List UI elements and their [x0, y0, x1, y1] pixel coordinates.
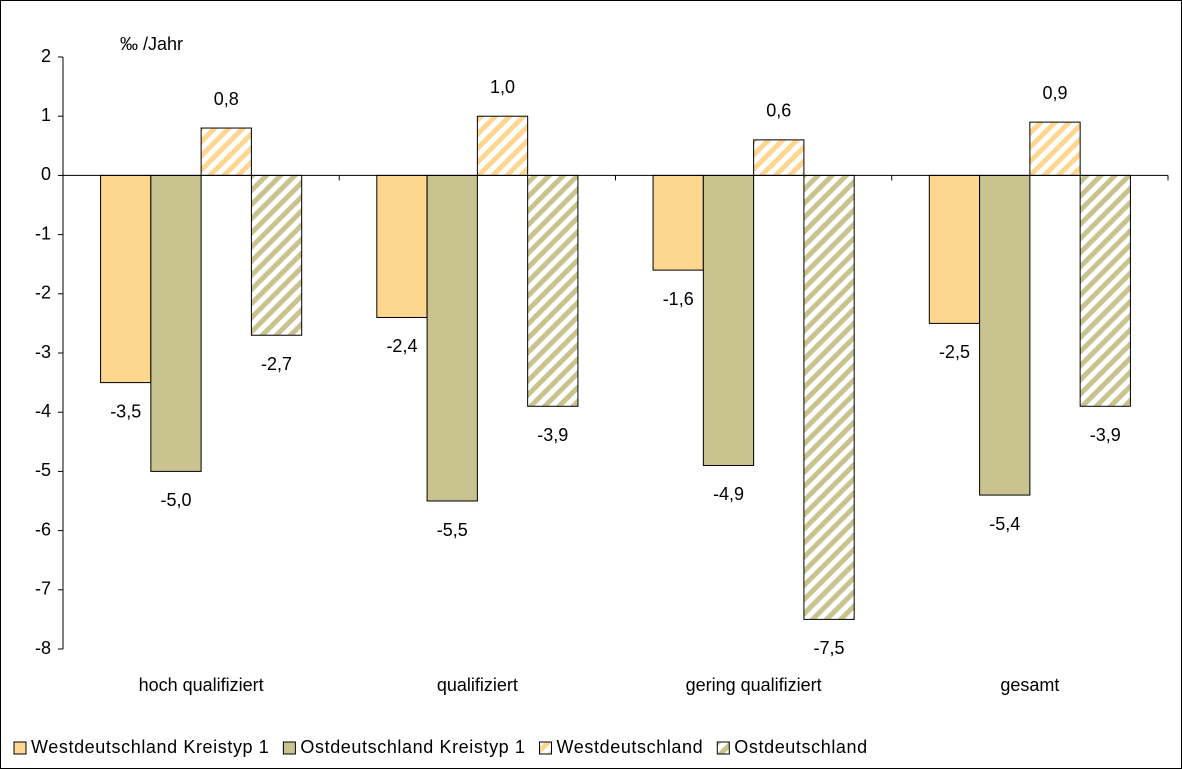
- y-tick-label: 0: [41, 164, 51, 184]
- y-tick-label: -5: [35, 460, 51, 480]
- value-label: -3,5: [110, 401, 141, 421]
- bar: [803, 174, 855, 620]
- y-tick-label: -1: [35, 223, 51, 243]
- x-tick-label: gering qualifiziert: [686, 675, 822, 695]
- value-label: -1,6: [663, 289, 694, 309]
- bar: [200, 127, 252, 176]
- bar: [150, 174, 202, 472]
- legend-swatch: [13, 741, 27, 755]
- x-tick-label: hoch qualifiziert: [139, 675, 264, 695]
- value-label: -3,9: [1090, 425, 1121, 445]
- value-label: -2,5: [939, 342, 970, 362]
- value-label: -4,9: [713, 484, 744, 504]
- bar: [426, 174, 478, 502]
- x-tick-label: qualifiziert: [437, 675, 518, 695]
- value-label: -5,5: [437, 520, 468, 540]
- legend-swatch: [539, 741, 553, 755]
- bar: [928, 174, 981, 324]
- bar: [527, 174, 579, 407]
- legend-swatch: [282, 741, 296, 755]
- bar: [652, 174, 704, 271]
- y-axis-label: ‰ /Jahr: [120, 34, 183, 54]
- value-label: 1,0: [490, 77, 515, 97]
- bar: [376, 174, 428, 318]
- value-label: -7,5: [814, 638, 845, 658]
- x-tick-label: gesamt: [1000, 675, 1059, 695]
- bar: [1079, 174, 1131, 407]
- y-tick-label: 1: [41, 105, 51, 125]
- value-label: 0,8: [214, 89, 239, 109]
- bar: [100, 174, 152, 384]
- bar: [476, 115, 529, 176]
- legend-label: Ostdeutschland Kreistyp 1: [300, 737, 525, 757]
- y-tick-label: -6: [35, 519, 51, 539]
- y-tick-label: -7: [35, 579, 51, 599]
- bar: [979, 174, 1031, 496]
- value-label: 0,9: [1042, 83, 1067, 103]
- y-tick-label: -4: [35, 401, 51, 421]
- value-label: 0,6: [766, 101, 791, 121]
- legend-label: Ostdeutschland: [734, 737, 867, 757]
- value-label: -5,0: [160, 490, 191, 510]
- y-tick-label: -2: [35, 283, 51, 303]
- bar: [250, 174, 303, 336]
- y-tick-label: -8: [35, 638, 51, 658]
- value-label: -3,9: [537, 425, 568, 445]
- legend-label: Westdeutschland Kreistyp 1: [31, 737, 269, 757]
- legend-swatch: [716, 741, 730, 755]
- value-label: -2,7: [261, 354, 292, 374]
- y-tick-label: -3: [35, 342, 51, 362]
- bar: [1029, 121, 1081, 176]
- y-tick-label: 2: [41, 46, 51, 66]
- legend-label: Westdeutschland: [557, 737, 704, 757]
- value-label: -2,4: [386, 336, 417, 356]
- bar: [753, 139, 805, 176]
- bar: [702, 174, 755, 466]
- value-label: -5,4: [989, 514, 1020, 534]
